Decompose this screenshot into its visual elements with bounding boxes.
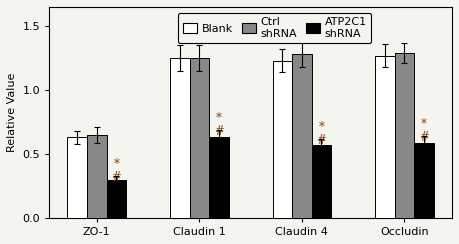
Text: #: # [419,131,429,144]
Bar [273,61,292,218]
Y-axis label: Relative Value: Relative Value [7,73,17,152]
Bar [190,58,209,218]
Bar [375,56,395,218]
Bar [67,137,87,218]
Bar [292,54,312,218]
Bar [87,135,106,218]
Bar [395,53,414,218]
Text: #: # [112,171,121,184]
Text: *: * [216,112,222,125]
Bar [170,58,190,218]
Text: #: # [214,125,224,138]
Text: *: * [319,121,325,134]
Text: *: * [421,118,427,131]
Bar [209,137,229,218]
Bar [312,145,331,218]
Bar [414,142,434,218]
Text: #: # [316,134,326,147]
Text: *: * [113,158,119,171]
Bar [106,180,126,218]
Legend: Blank, Ctrl
shRNA, ATP2C1
shRNA: Blank, Ctrl shRNA, ATP2C1 shRNA [178,12,371,43]
